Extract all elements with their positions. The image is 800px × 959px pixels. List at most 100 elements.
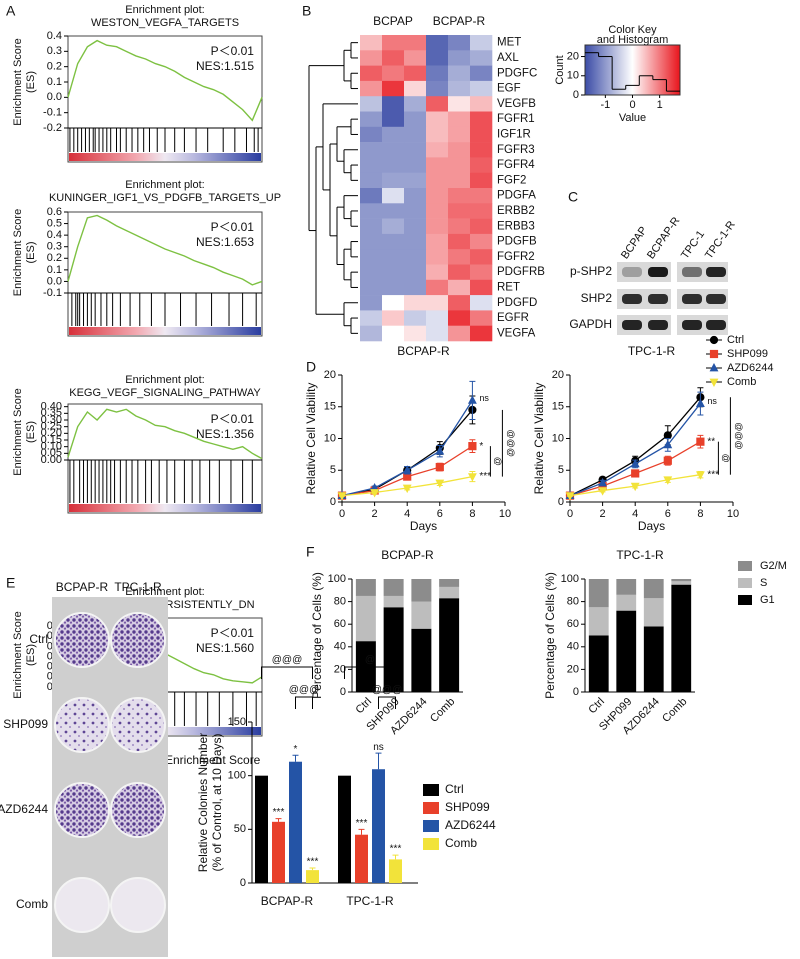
- y-tick-label: -0.1: [43, 107, 62, 119]
- heat-cell: [426, 325, 449, 342]
- chart-subtitle: WESTON_VEGFA_TARGETS: [91, 17, 239, 29]
- significance: *: [479, 441, 483, 452]
- bar: [306, 870, 319, 883]
- heat-cell: [382, 157, 405, 173]
- heat-cell: [470, 203, 493, 219]
- bar-segment: [588, 579, 609, 608]
- y-tick-label: 5: [330, 464, 336, 476]
- y-tick-label: 20: [334, 663, 346, 675]
- key-title: Color Key: [608, 24, 657, 36]
- heat-cell: [382, 80, 405, 97]
- heat-cell: [448, 203, 471, 219]
- panel-label: E: [6, 575, 15, 591]
- bracket: [344, 666, 396, 679]
- marker: [663, 431, 672, 440]
- blot-band: [682, 267, 702, 277]
- heat-cell: [360, 65, 383, 82]
- heat-cell: [404, 80, 427, 97]
- heat-cell: [382, 111, 405, 128]
- significance: ns: [479, 393, 489, 403]
- marker: [630, 458, 640, 468]
- heat-cell: [404, 188, 427, 204]
- panel-label: C: [568, 189, 578, 205]
- chart-title: Enrichment plot:: [125, 374, 204, 386]
- heat-cell: [404, 325, 427, 342]
- y-tick-label: 60: [334, 618, 346, 630]
- bar: [289, 761, 302, 883]
- significance: ***: [707, 469, 719, 480]
- series-line: [341, 409, 473, 497]
- legend-swatch: [738, 595, 752, 605]
- heat-cell: [470, 218, 493, 235]
- significance: @@@: [372, 685, 402, 696]
- heat-cell: [448, 295, 471, 311]
- marker: [709, 335, 719, 345]
- significance: *: [294, 744, 298, 755]
- heat-cell: [448, 157, 471, 173]
- y-axis-label: Percentage of Cells (%): [543, 572, 557, 699]
- blot-band: [622, 267, 642, 277]
- panel-label: A: [6, 3, 16, 19]
- annotation: P＜0.01: [211, 220, 255, 234]
- marker: [435, 446, 445, 455]
- heat-cell: [426, 233, 449, 250]
- y-axis-label: Percentage of Cells (%): [310, 572, 324, 699]
- heat-cell: [404, 96, 427, 112]
- bar: [338, 775, 351, 883]
- row-label: GAPDH: [569, 317, 612, 331]
- y-tick-label: 0: [330, 496, 336, 508]
- heat-cell: [426, 203, 449, 219]
- heat-cell: [382, 249, 405, 265]
- row-label: PDGFRB: [497, 266, 545, 278]
- y-tick-label: 40: [334, 641, 346, 653]
- es-curve: [67, 39, 263, 122]
- y-tick-label: 0.4: [47, 30, 62, 42]
- legend-swatch: [423, 838, 439, 850]
- row-label: PDGFB: [497, 236, 537, 248]
- heat-cell: [426, 157, 449, 173]
- row-label: RET: [497, 281, 520, 293]
- y-tick-label: 100: [561, 573, 579, 585]
- bar-segment: [411, 601, 432, 629]
- y-axis-label: Enrichment Score: [12, 38, 24, 125]
- row-label: EGF: [497, 83, 521, 95]
- legend-label: Comb: [445, 836, 477, 850]
- series-line: [341, 400, 473, 497]
- heat-cell: [426, 295, 449, 311]
- annotation: NES:1.515: [196, 59, 254, 73]
- y-axis-label: Enrichment Score: [12, 388, 24, 475]
- y-tick-label: 20: [552, 369, 564, 381]
- heat-cell: [404, 310, 427, 326]
- chart-title: BCPAP-R: [381, 548, 434, 562]
- bar-segment: [643, 626, 664, 692]
- significance: ***: [479, 471, 491, 482]
- x-axis-label: Days: [638, 519, 665, 533]
- row-label: VEGFB: [497, 98, 536, 110]
- y-tick-label: 0.0: [47, 91, 62, 103]
- lane-label: TPC-1: [679, 228, 707, 261]
- y-axis-label: (ES): [25, 644, 37, 666]
- bracket: [295, 696, 313, 709]
- heat-cell: [448, 142, 471, 158]
- es-curve: [67, 214, 263, 286]
- row-label: FGFR3: [497, 144, 535, 156]
- rank-gradient: [69, 153, 261, 161]
- marker: [695, 471, 705, 480]
- heat-cell: [470, 96, 493, 112]
- column-label: BCPAP-R: [56, 580, 109, 594]
- x-tick-label: Ctrl: [353, 696, 374, 717]
- heat-cell: [426, 279, 449, 296]
- legend-label: Ctrl: [445, 782, 464, 796]
- legend-label: AZD6244: [727, 362, 773, 374]
- panel-label: F: [306, 544, 315, 560]
- heat-cell: [360, 188, 383, 204]
- row-label: Comb: [16, 897, 48, 911]
- significance: ***: [307, 857, 319, 868]
- y-tick-label: 40: [567, 641, 579, 653]
- legend-label: Ctrl: [727, 334, 744, 346]
- heat-cell: [426, 310, 449, 326]
- row-label: p-SHP2: [570, 264, 612, 278]
- heat-cell: [404, 279, 427, 296]
- heat-cell: [404, 264, 427, 281]
- marker: [598, 477, 608, 487]
